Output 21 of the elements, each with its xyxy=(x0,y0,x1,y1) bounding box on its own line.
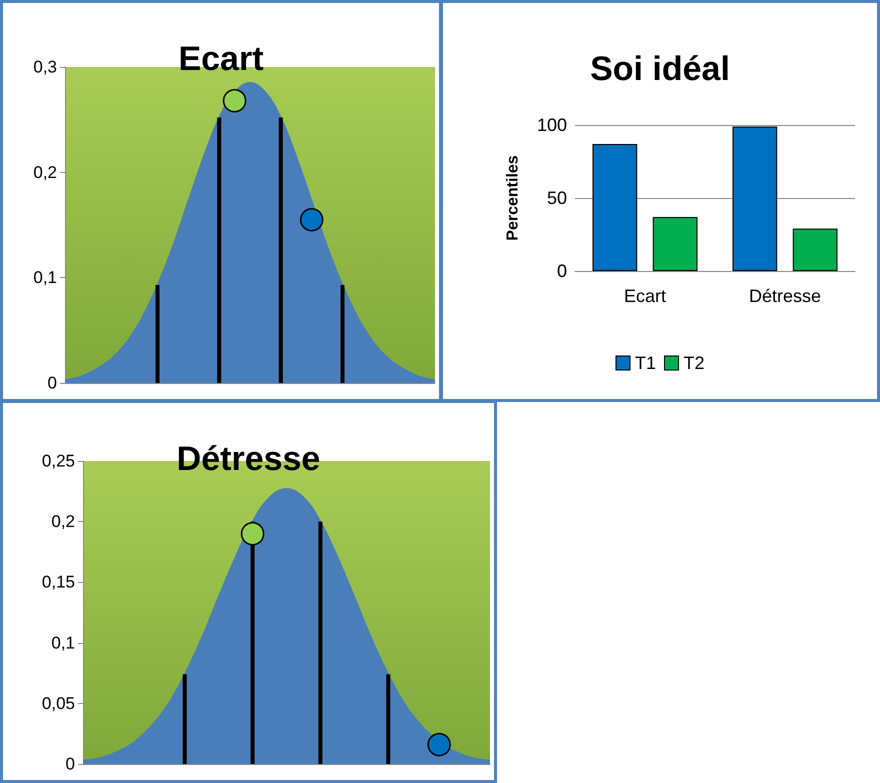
y-tick-label: 0,15 xyxy=(42,572,75,592)
y-axis-title: Percentiles xyxy=(504,155,522,241)
y-tick-label: 0,05 xyxy=(42,694,75,713)
y-tick-label: 0,1 xyxy=(51,633,75,652)
legend-label: T2 xyxy=(684,353,705,373)
bar xyxy=(592,144,638,271)
y-tick-label: 0 xyxy=(48,374,57,392)
y-tick-label: 0,25 xyxy=(42,452,75,470)
chart-title: Soi idéal xyxy=(590,50,730,88)
y-tick-label: 0,3 xyxy=(33,58,57,76)
y-tick-label: 100 xyxy=(536,115,567,135)
y-tick-label: 0,2 xyxy=(33,162,57,182)
bar xyxy=(732,126,778,271)
y-tick-label: 0 xyxy=(556,261,567,281)
bar xyxy=(652,216,698,271)
y-tick-label: 50 xyxy=(546,188,567,208)
y-tick-label: 0 xyxy=(66,754,75,774)
legend-label: T1 xyxy=(634,353,656,373)
bar xyxy=(792,228,838,271)
y-tick-label: 0,1 xyxy=(33,268,57,288)
y-tick-label: 0,2 xyxy=(51,512,75,532)
